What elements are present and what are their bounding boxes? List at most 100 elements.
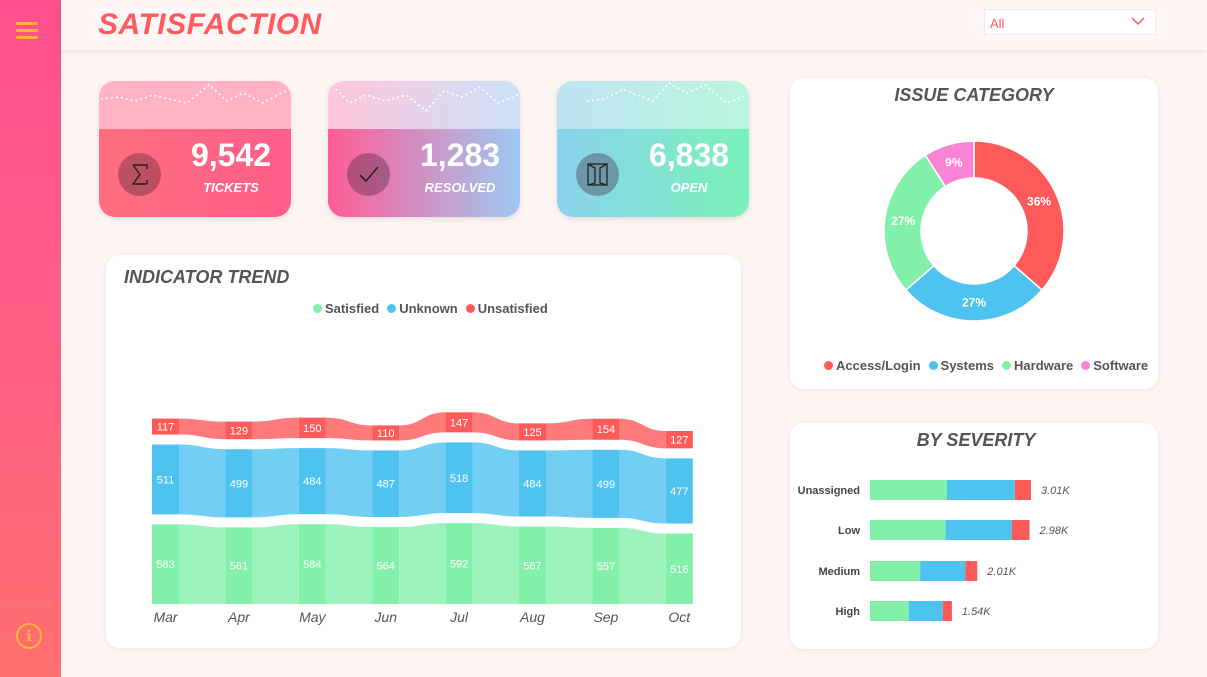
unknown-bar[interactable] [298,448,326,515]
door-icon [576,153,619,196]
severity-category-label: Medium [818,566,860,578]
indicator-trend-legend: Satisfied Unknown Unsatisfied [313,301,548,316]
satisfied-data-label: 516 [670,564,688,576]
x-tick-label: Sep [593,609,618,625]
unsatisfied-ribbon [399,412,446,441]
severity-category-label: Unassigned [798,485,860,497]
severity-bar-unsatisfied[interactable] [1011,520,1030,540]
checkmark-icon [347,153,390,196]
severity-bar-satisfied[interactable] [870,480,947,500]
page-title: SATISFACTION [98,8,322,41]
legend-item-satisfied[interactable]: Satisfied [313,301,379,316]
unknown-data-label: 518 [450,473,468,485]
legend-item-software[interactable]: Software [1081,358,1148,373]
satisfied-data-label: 583 [156,559,174,571]
kpi-resolved-label: RESOLVED [424,180,496,195]
unknown-bar[interactable] [445,442,473,514]
x-tick-label: Jun [373,609,397,625]
satisfied-bar[interactable] [298,524,326,604]
unknown-ribbon [546,449,593,518]
satisfied-ribbon [472,523,519,604]
unsatisfied-data-label: 125 [523,427,541,439]
severity-category-label: Low [838,525,860,537]
legend-item-systems[interactable]: Systems [928,358,994,373]
kpi-card-tickets: 9,542 TICKETS [99,81,291,217]
severity-bar-unsatisfied[interactable] [942,601,952,621]
by-severity-bar-chart: Unassigned 3.01K Low 2.98K Medium 2.01K High 1.… [798,480,1070,621]
category-filter-dropdown[interactable]: All [984,9,1156,35]
satisfied-bar[interactable] [225,527,253,604]
unknown-bar[interactable] [592,449,620,518]
satisfied-bar[interactable] [665,533,693,604]
x-tick-label: Jul [449,609,469,625]
issue-category-card: 36% 27% 27% 9% ISSUE CATEGORY Access/Login … [790,78,1158,389]
legend-item-unknown[interactable]: Unknown [387,301,458,316]
legend-item-unsatisfied[interactable]: Unsatisfied [465,301,548,316]
unsatisfied-data-label: 117 [157,422,175,434]
donut-slice-systems[interactable] [904,264,1044,322]
unsatisfied-bar[interactable] [445,412,473,433]
unsatisfied-data-label: 129 [230,425,248,437]
severity-bar-satisfied[interactable] [870,561,921,581]
top-bar: SATISFACTION All [61,0,1207,50]
severity-total-label: 1.54K [962,606,991,618]
severity-bar-unsatisfied[interactable] [1014,480,1031,500]
unknown-ribbon [399,442,446,517]
donut-slice-hardware[interactable] [883,154,947,291]
x-tick-label: Aug [519,609,545,625]
unknown-data-label: 484 [303,476,321,488]
severity-bar-unknown[interactable] [945,520,1012,540]
satisfied-data-label: 584 [303,559,321,571]
legend-label: Access/Login [836,358,921,373]
legend-item-hardware[interactable]: Hardware [1002,358,1073,373]
unknown-bar[interactable] [225,449,253,518]
severity-bar-unknown[interactable] [908,601,943,621]
unknown-bar[interactable] [152,444,179,515]
unknown-data-label: 487 [377,479,395,491]
legend-label: Unknown [399,301,458,316]
unknown-bar[interactable] [519,450,546,517]
satisfied-data-label: 567 [523,560,541,572]
unsatisfied-ribbon [325,417,373,441]
unknown-data-label: 477 [670,486,688,498]
kpi-tickets-label: TICKETS [203,180,259,195]
satisfied-bar[interactable] [372,526,400,604]
satisfied-bar[interactable] [445,523,473,604]
filter-selected-value: All [990,16,1005,31]
donut-slice-software[interactable] [924,140,975,188]
satisfied-ribbon [399,523,446,604]
severity-bar-unsatisfied[interactable] [965,561,978,581]
unknown-bar[interactable] [372,450,400,517]
satisfied-ribbon [325,524,373,604]
sidebar: i [0,0,61,677]
unsatisfied-bar[interactable] [665,431,693,449]
donut-slice-label: 9% [945,155,963,169]
unsatisfied-bar[interactable] [372,425,400,441]
info-icon[interactable]: i [16,623,42,649]
satisfied-bar[interactable] [592,527,620,604]
legend-item-access-login[interactable]: Access/Login [824,358,921,373]
unsatisfied-bar[interactable] [298,417,326,439]
hamburger-menu-icon[interactable] [16,22,38,40]
kpi-open-value: 6,838 [648,137,730,173]
severity-bar-unknown[interactable] [920,561,966,581]
legend-label: Satisfied [325,301,380,316]
x-tick-label: Apr [227,609,251,625]
unsatisfied-bar[interactable] [519,423,546,441]
donut-slice-access-login[interactable] [973,140,1065,291]
indicator-trend-chart: 583 511 117 Mar 561 499 129 Apr 584 484 150 May 564 4… [152,412,693,625]
unsatisfied-data-label: 127 [670,435,688,447]
unknown-ribbon [252,448,299,518]
satisfied-bar[interactable] [519,526,546,604]
unsatisfied-bar[interactable] [225,421,253,440]
satisfied-bar[interactable] [152,524,179,604]
unsatisfied-bar[interactable] [592,418,620,440]
severity-bar-satisfied[interactable] [870,520,946,540]
severity-bar-satisfied[interactable] [870,601,909,621]
unknown-bar[interactable] [665,458,693,524]
unknown-data-label: 499 [230,478,248,490]
donut-slice-label: 36% [1027,194,1051,208]
unsatisfied-bar[interactable] [152,418,179,435]
severity-category-label: High [836,606,861,618]
severity-bar-unknown[interactable] [946,480,1015,500]
